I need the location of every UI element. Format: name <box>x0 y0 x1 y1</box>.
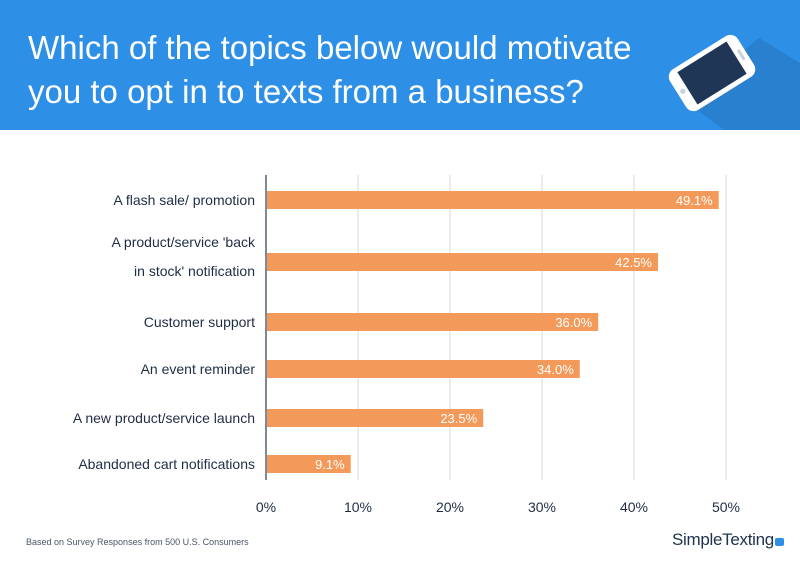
smartphone-icon <box>664 18 800 130</box>
category-label: Customer support <box>144 314 255 330</box>
bar-value-label: 49.1% <box>676 193 713 208</box>
brand-name: SimpleTexting <box>672 530 774 549</box>
page-title: Which of the topics below would motivate… <box>28 29 632 110</box>
x-tick-label: 40% <box>620 499 648 515</box>
bar-value-label: 36.0% <box>555 315 592 330</box>
bar <box>267 313 599 331</box>
bar-value-label: 9.1% <box>315 457 345 472</box>
bar-chart: 0% 10% 20% 30% 40% 50% 49.1% A flash sale/ prom… <box>73 175 740 515</box>
brand-logo: SimpleTexting <box>672 530 784 550</box>
category-label: Abandoned cart notifications <box>78 456 255 472</box>
bar <box>267 455 351 473</box>
category-label: A flash sale/ promotion <box>113 192 255 208</box>
chat-bubble-icon <box>774 538 784 546</box>
x-tick-label: 30% <box>528 499 556 515</box>
category-label: A new product/service launch <box>73 410 255 426</box>
x-tick-label: 50% <box>712 499 740 515</box>
x-tick-label: 20% <box>436 499 464 515</box>
footnote: Based on Survey Responses from 500 U.S. … <box>26 537 249 547</box>
bar <box>267 191 719 209</box>
x-tick-label: 10% <box>344 499 372 515</box>
bar-value-label: 42.5% <box>615 255 652 270</box>
bar-value-label: 34.0% <box>537 362 574 377</box>
x-tick-label: 0% <box>256 499 276 515</box>
bar <box>267 253 658 271</box>
header-banner: Which of the topics below would motivate… <box>0 0 800 130</box>
bar-value-label: 23.5% <box>440 411 477 426</box>
bar <box>267 409 484 427</box>
category-label: An event reminder <box>141 361 256 377</box>
category-label: A product/service 'back in stock' notific… <box>111 234 256 279</box>
bar <box>267 360 580 378</box>
